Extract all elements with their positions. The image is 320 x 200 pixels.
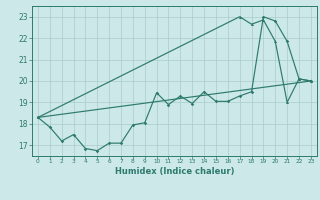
X-axis label: Humidex (Indice chaleur): Humidex (Indice chaleur) — [115, 167, 234, 176]
